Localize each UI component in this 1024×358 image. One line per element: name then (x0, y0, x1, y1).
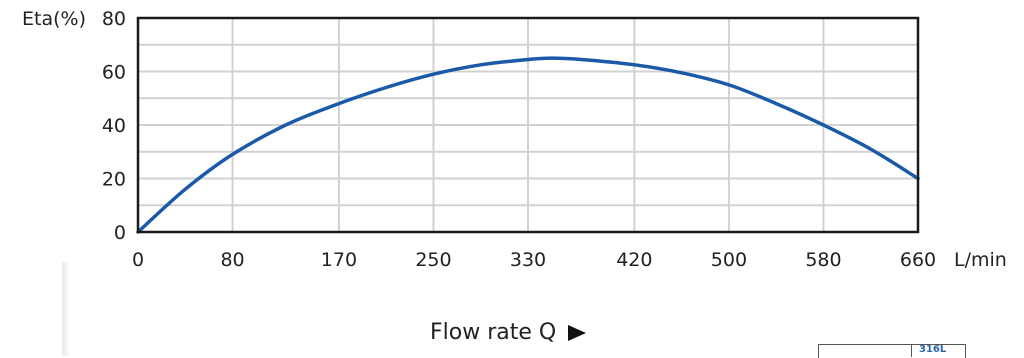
y-tick-label: 40 (102, 115, 126, 137)
x-axis-title: Flow rate Q (430, 320, 587, 345)
right-arrow-icon (568, 324, 587, 341)
x-tick-label: 0 (132, 249, 144, 271)
efficiency-curve (136, 56, 920, 234)
side-rule (62, 262, 68, 356)
corner-badge: 316L (818, 344, 966, 358)
y-tick-label: 60 (102, 62, 126, 84)
y-tick-labels: 0 20 40 60 80 (102, 8, 126, 244)
x-tick-label: 250 (415, 249, 451, 271)
y-tick-label: 20 (102, 169, 126, 191)
x-tick-label: 660 (900, 249, 936, 271)
x-tick-label: 580 (805, 249, 841, 271)
grid (138, 18, 918, 232)
x-tick-label: 170 (321, 249, 357, 271)
y-tick-label: 0 (114, 222, 126, 244)
y-axis-label: Eta(%) (22, 8, 86, 30)
x-tick-label: 330 (510, 249, 546, 271)
y-tick-label: 80 (102, 8, 126, 30)
x-axis-unit: L/min (954, 249, 1007, 271)
x-tick-label: 80 (220, 249, 244, 271)
plot-frame (136, 16, 920, 234)
x-tick-label: 420 (616, 249, 652, 271)
corner-badge-text: 316L (919, 344, 947, 355)
corner-badge-cell (911, 345, 967, 357)
x-axis-title-text: Flow rate Q (430, 320, 557, 345)
x-tick-label: 500 (711, 249, 747, 271)
x-tick-labels: 0 80 170 250 330 420 500 580 660 (132, 249, 936, 271)
